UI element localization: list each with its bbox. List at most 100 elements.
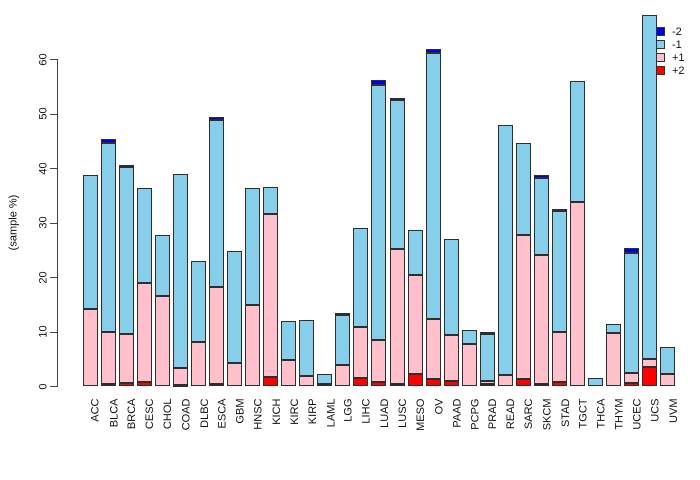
bar-segment-ESCA-+2	[208, 384, 224, 387]
bar-segment-LGG--1	[335, 314, 351, 366]
x-label-PAAD: PAAD	[451, 398, 464, 428]
bar-segment-SARC-+2	[515, 378, 531, 386]
legend-row-+2: +2	[653, 64, 685, 77]
y-tick	[50, 59, 57, 61]
bar-segment-PRAD-+1	[479, 381, 495, 385]
bar-segment-THYM--1	[606, 323, 622, 334]
x-label-BRCA: BRCA	[126, 398, 139, 430]
legend-label-+2: +2	[672, 64, 685, 77]
bar-segment-TGCT-+1	[570, 201, 586, 386]
bar-segment-SKCM--1	[534, 178, 549, 256]
bar-segment-LGG--2	[335, 313, 351, 316]
legend-row--2: -2	[653, 25, 685, 38]
bar-segment-OV--1	[425, 53, 441, 319]
bar-segment-COAD--1	[172, 173, 188, 369]
bar-segment-KICH-+1	[263, 214, 279, 378]
x-label-SARC: SARC	[523, 398, 536, 430]
x-label-ESCA: ESCA	[216, 398, 229, 429]
bar-segment-KIRC-+1	[281, 359, 297, 386]
x-label-UCEC: UCEC	[631, 398, 644, 430]
y-tick-label: 0	[37, 382, 50, 390]
bar-segment-SARC-+1	[515, 234, 531, 379]
x-label-DLBC: DLBC	[198, 398, 211, 428]
x-label-COAD: COAD	[180, 398, 193, 431]
x-label-LGG: LGG	[342, 398, 355, 422]
bar-segment-LAML--1	[317, 374, 333, 385]
bar-segment-COAD-+2	[172, 384, 188, 387]
bar-segment-KICH--1	[263, 187, 279, 215]
bar-segment-CESC-+1	[136, 282, 152, 383]
bar-segment-ACC--1	[82, 174, 98, 309]
x-label-UVM: UVM	[667, 398, 680, 423]
bar-segment-THYM-+1	[606, 333, 622, 386]
bar-segment-SARC--1	[515, 142, 531, 235]
bar-segment-PCPG-+1	[461, 344, 477, 386]
x-label-THYM: THYM	[613, 398, 626, 430]
bar-segment-PAAD-+2	[443, 380, 459, 386]
legend-label-+1: +1	[672, 51, 685, 64]
bar-segment-LUSC-+1	[389, 249, 405, 385]
x-label-MESO: MESO	[415, 398, 428, 431]
bar-segment-ESCA--1	[208, 119, 224, 287]
y-tick-label: 30	[37, 216, 50, 229]
bar-segment-SKCM-+2	[534, 384, 549, 387]
x-label-KICH: KICH	[270, 398, 283, 425]
bar-segment-COAD-+1	[172, 368, 188, 385]
y-tick	[50, 168, 57, 170]
legend-label--1: -1	[672, 38, 682, 51]
bar-segment-GBM-+1	[226, 362, 242, 386]
y-tick-label: 20	[37, 271, 50, 284]
legend-row--1: -1	[653, 38, 685, 51]
bar-segment-LUAD--2	[371, 79, 387, 85]
bar-segment-PRAD-+2	[479, 384, 495, 387]
bar-segment-ACC-+1	[82, 308, 98, 386]
x-label-READ: READ	[505, 398, 518, 430]
bar-segment-CESC-+2	[136, 382, 152, 386]
x-label-HNSC: HNSC	[252, 398, 265, 430]
x-label-OV: OV	[433, 398, 446, 415]
x-label-STAD: STAD	[559, 398, 572, 428]
bar-segment-BLCA--1	[100, 142, 116, 332]
x-label-PCPG: PCPG	[469, 398, 482, 430]
y-tick-label: 60	[37, 53, 50, 66]
bar-segment-BRCA-+1	[118, 334, 134, 384]
bar-segment-HNSC-+1	[245, 304, 261, 386]
bar-segment-LGG-+1	[335, 365, 351, 386]
x-label-BLCA: BLCA	[108, 398, 121, 428]
bar-segment-OV-+1	[425, 318, 441, 380]
x-label-GBM: GBM	[234, 398, 247, 424]
bar-segment-SKCM-+1	[534, 255, 549, 385]
bar-segment-OV-+2	[425, 379, 441, 386]
bar-segment-LIHC-+1	[353, 327, 369, 379]
bar-segment-PRAD--2	[479, 332, 495, 335]
y-tick	[50, 277, 57, 279]
bar-segment-BLCA-+1	[100, 331, 116, 384]
bar-segment-STAD--1	[552, 210, 568, 332]
bar-segment-BRCA--1	[118, 166, 134, 335]
bar-segment-KICH-+2	[263, 377, 279, 386]
x-label-LIHC: LIHC	[360, 398, 373, 424]
bar-segment-UCS--1	[642, 14, 658, 360]
bar-segment-STAD-+2	[552, 381, 568, 386]
bar-segment-ESCA--2	[208, 117, 224, 120]
bar-segment-PAAD-+1	[443, 334, 459, 381]
bar-segment-PCPG--1	[461, 329, 477, 345]
bar-segment-CHOL-+1	[154, 295, 170, 386]
bar-segment-DLBC--1	[190, 261, 206, 342]
bar-segment-READ--1	[497, 125, 513, 376]
bar-segment-READ-+1	[497, 375, 513, 386]
x-label-KIRC: KIRC	[288, 398, 301, 425]
y-tick	[50, 113, 57, 115]
y-tick	[50, 386, 57, 387]
bar-segment-UCEC--2	[624, 248, 640, 254]
y-tick-label: 40	[37, 162, 50, 175]
bar-segment-THCA--1	[588, 377, 604, 386]
bar-segment-BLCA-+2	[100, 383, 116, 386]
bar-segment-TGCT--1	[570, 80, 586, 202]
bar-segment-KIRC--1	[281, 320, 297, 360]
bar-segment-OV--2	[425, 48, 441, 54]
bar-segment-PRAD--1	[479, 334, 495, 382]
x-label-PRAD: PRAD	[487, 398, 500, 430]
x-label-TGCT: TGCT	[577, 398, 590, 429]
bar-segment-LUAD--1	[371, 84, 387, 340]
